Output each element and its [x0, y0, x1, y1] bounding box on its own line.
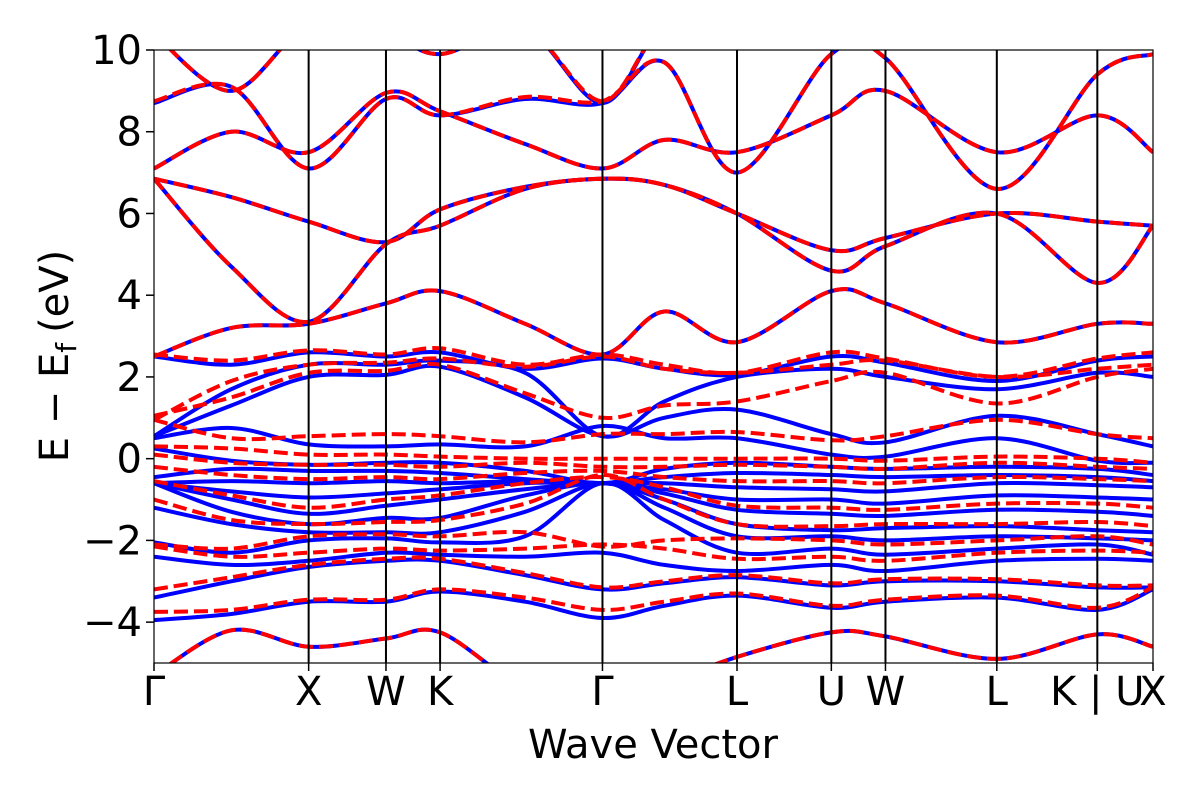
kpoint-lines — [307, 50, 1099, 663]
dashed-band-line — [154, 361, 1153, 420]
y-tick-label: −2 — [83, 518, 142, 564]
y-tick-label: 4 — [117, 273, 142, 319]
y-tick-label: 6 — [117, 191, 142, 237]
x-tick-label: W — [866, 669, 906, 715]
dashed-band-line — [154, 542, 1153, 563]
x-tick-label: Γ — [591, 669, 614, 715]
dashed-band-line — [154, 444, 1153, 465]
x-tick-label: X — [1139, 669, 1166, 715]
y-axis-label: E − Ef (eV) — [32, 250, 83, 463]
y-tick-label: 0 — [117, 437, 142, 483]
dashed-band-line — [154, 87, 1153, 171]
y-tick-label: 10 — [91, 28, 142, 74]
x-tick-label: K — [427, 669, 455, 715]
solid-band-line — [154, 466, 1153, 486]
y-axis-label-main: E − E — [32, 353, 78, 463]
dashed-band-line — [154, 585, 1153, 614]
solid-band-line — [154, 481, 1153, 543]
plot-frame — [153, 49, 1154, 664]
x-tick-label: U — [817, 669, 846, 715]
dashed-band-line — [154, 475, 1153, 512]
dashed-band-line — [154, 464, 1153, 486]
dashed-band-line — [154, 472, 1153, 529]
dashed-band-line — [154, 287, 1153, 359]
dashed-band-line — [154, 529, 1153, 551]
solid-band-line — [154, 479, 1153, 494]
y-tick-label: 2 — [117, 355, 142, 401]
y-axis-label-subscript: f — [50, 342, 83, 353]
solid-band-line — [154, 481, 1153, 557]
y-axis-ticks: −4 −2 0 2 4 6 8 10 — [83, 28, 154, 646]
dashed-band-line — [168, 50, 647, 104]
solid-band-line — [154, 550, 1153, 574]
dashed-band-line — [154, 555, 1153, 592]
dashed-band-line — [154, 452, 1153, 472]
x-tick-label: X — [295, 669, 322, 715]
x-tick-label: L — [726, 669, 749, 715]
dashed-band-line — [154, 346, 1153, 379]
x-tick-label: Γ — [143, 669, 166, 715]
x-tick-label: L — [986, 669, 1009, 715]
solid-band-line — [154, 480, 1153, 506]
y-tick-label: 8 — [117, 110, 142, 156]
x-axis-label: Wave Vector — [528, 722, 779, 768]
y-axis-label-unit: (eV) — [32, 250, 78, 333]
dashed-band-line — [154, 417, 1153, 445]
dashed-band-line — [154, 176, 1153, 324]
x-tick-label: K | U — [1050, 669, 1144, 715]
dashed-band-line — [154, 50, 1153, 191]
y-tick-label: −4 — [83, 600, 142, 646]
x-tick-label: W — [366, 669, 406, 715]
